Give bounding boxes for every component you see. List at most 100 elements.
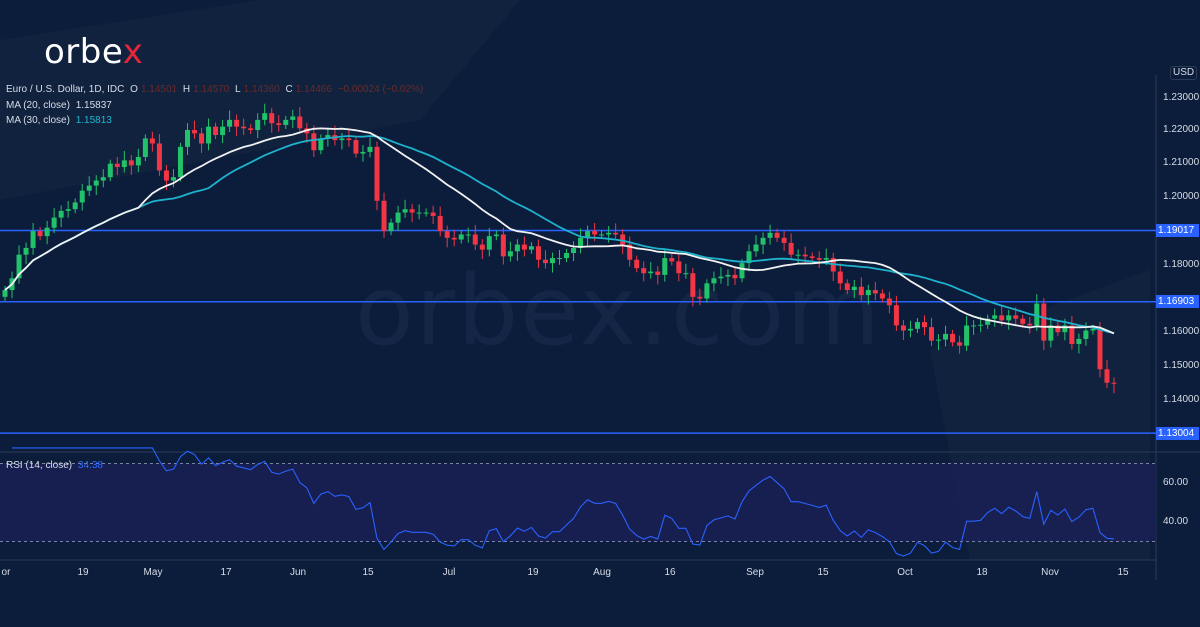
rsi-line [12,447,1115,557]
candle-down [1104,369,1110,383]
ma30-line [4,135,1115,335]
candle-down [1111,382,1117,384]
candle-down [802,254,808,257]
date-tick-label: Oct [897,567,913,578]
date-tick-label: 16 [664,567,676,578]
candle-up [704,283,710,299]
candle-up [30,231,36,248]
candle-up [851,286,857,291]
candle-down [1027,323,1033,326]
rsi-legend: RSI (14, close) 34.38 [6,460,103,471]
candle-up [493,234,499,237]
price-tick-label: 1.15000 [1163,360,1200,371]
candle-down [697,296,703,299]
rsi-tick-label: 40.00 [1163,516,1189,527]
candle-down [872,290,878,294]
candle-down [837,271,843,284]
orbex-logo: orbex [44,32,144,72]
candle-up [325,135,331,139]
candle-down [346,138,352,141]
ma20-line [4,127,1115,335]
candle-up [528,246,534,250]
candle-down [900,325,906,331]
candle-down [248,128,254,130]
low-value: 1.14360 [243,84,280,95]
candle-down [844,283,850,291]
candle-up [964,325,970,346]
candle-down [634,259,640,269]
candle-down [353,140,359,154]
candle-up [648,271,654,274]
candle-up [1006,315,1012,321]
candle-up [58,210,64,218]
candle-up [907,328,913,331]
candle-down [999,315,1005,321]
candle-up [206,126,212,144]
high-value: 1.14570 [193,84,230,95]
candle-down [788,242,794,255]
candle-up [514,244,520,252]
candle-down [381,200,387,232]
candle-up [943,333,949,340]
candle-down [437,215,443,232]
candle-down [213,126,219,136]
candle-up [423,212,429,214]
candle-down [893,305,899,326]
candle-down [479,244,485,250]
date-tick-label: 19 [527,567,539,578]
price-tick-label: 1.18000 [1163,259,1200,270]
candle-down [879,293,885,299]
candle-down [1041,303,1047,341]
date-tick-label: Aug [593,567,611,578]
candle-up [1062,325,1068,333]
candle-up [220,126,226,136]
candle-down [1069,325,1075,344]
candle-down [921,322,927,328]
candle-up [16,254,22,279]
currency-label[interactable]: USD [1170,66,1198,80]
change-value: −0.00024 (−0.02%) [337,84,424,95]
candle-down [613,232,619,235]
level-price-label: 1.19017 [1156,224,1199,238]
date-tick-label: 18 [976,567,988,578]
candle-up [100,177,106,181]
candle-down [234,119,240,127]
close-value: 1.14466 [295,84,332,95]
candle-down [311,133,317,151]
rsi-band [0,463,1156,542]
price-tick-label: 1.20000 [1163,191,1200,202]
candle-down [676,261,682,274]
candle-down [1020,318,1026,324]
candle-down [451,237,457,240]
ma20-value: 1.15837 [75,100,112,111]
candle-up [978,324,984,326]
candle-up [992,315,998,319]
candle-down [37,231,43,237]
candle-up [395,212,401,223]
candle-down [641,268,647,274]
candle-down [199,133,205,144]
price-tick-label: 1.21000 [1163,157,1200,168]
candle-up [121,160,127,168]
candle-up [86,185,92,191]
candle-down [781,237,787,243]
date-tick-label: 19 [77,567,89,578]
candle-up [135,156,141,166]
price-tick-label: 1.23000 [1163,92,1200,103]
date-tick-label: Nov [1041,567,1059,578]
candle-up [564,253,570,259]
candle-up [107,163,113,178]
candle-up [760,237,766,245]
symbol-legend: Euro / U.S. Dollar, 1D, IDC O 1.14501 H 1.… [6,84,424,95]
candle-up [1076,338,1082,344]
candle-down [156,143,162,171]
candle-up [262,113,268,120]
date-tick-label: Sep [746,567,764,578]
candle-down [592,231,598,235]
candle-up [746,251,752,264]
candle-down [444,231,450,238]
candle-down [521,244,527,250]
candle-up [985,318,991,325]
candle-down [669,258,675,262]
